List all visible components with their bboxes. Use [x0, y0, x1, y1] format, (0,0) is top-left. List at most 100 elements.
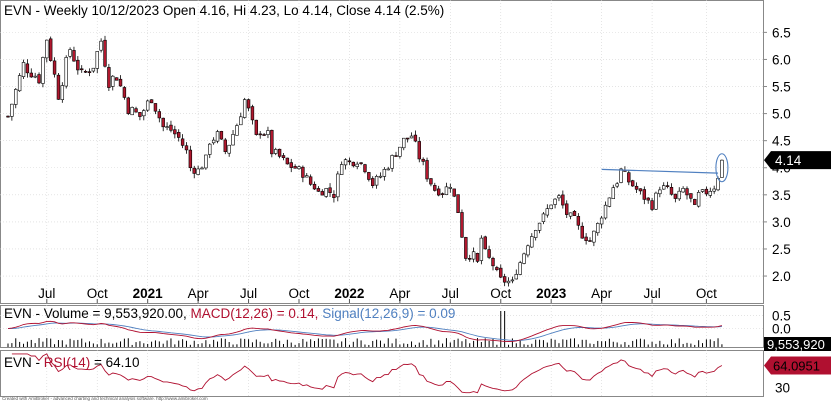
candle-body	[580, 225, 584, 239]
footer-credit: Created with AmiBroker - advanced charti…	[2, 396, 208, 401]
candle-body	[677, 190, 681, 200]
candle-body	[553, 198, 557, 205]
candle-body	[506, 280, 511, 284]
time-tick-label: Jul	[643, 286, 660, 301]
candle-body	[483, 236, 487, 250]
candle-body	[126, 97, 130, 114]
candle-body	[514, 273, 518, 280]
candle-body	[658, 189, 662, 195]
candle-body	[448, 186, 453, 189]
candle-body	[308, 176, 313, 185]
candle-body	[270, 129, 274, 155]
candle-body	[584, 236, 588, 241]
indicator-header-part: Signal(12,26,9) = 0.09	[322, 306, 455, 321]
candle-body	[332, 194, 336, 198]
candle-body	[572, 210, 577, 216]
indicator-tick-label: 0.0	[772, 322, 791, 337]
time-tick-label: Jul	[38, 286, 55, 301]
candle-body	[254, 119, 259, 135]
candle-body	[386, 168, 390, 171]
candle-body	[720, 159, 724, 178]
indicator-panel-header: EVN - Volume = 9,553,920.00, MACD(12,26)…	[4, 306, 455, 321]
candle-body	[215, 131, 220, 142]
candle-body	[398, 146, 402, 157]
candle-body	[471, 251, 476, 260]
rsi-panel-frame	[0, 350, 764, 397]
candle-body	[328, 187, 332, 193]
candle-body	[17, 75, 22, 92]
candle-body	[343, 159, 348, 166]
candle-body	[561, 194, 565, 206]
candle-body	[95, 51, 99, 69]
candle-body	[440, 193, 445, 195]
candle-body	[347, 160, 352, 163]
candle-body	[638, 188, 643, 192]
rsi-header-part: = 64.10	[90, 355, 139, 370]
candle-body	[177, 132, 181, 138]
time-tick-label: 2023	[536, 286, 567, 301]
time-tick-label: 2021	[133, 286, 164, 301]
time-tick-label: Apr	[188, 286, 210, 301]
candle-body	[293, 166, 297, 169]
candle-body	[184, 145, 189, 151]
candle-body	[669, 187, 674, 195]
candle-body	[142, 110, 146, 117]
candle-body	[107, 67, 111, 88]
candle-body	[72, 50, 76, 62]
candle-body	[180, 138, 185, 146]
candle-body	[145, 100, 150, 111]
candle-body	[708, 191, 712, 196]
candle-body	[242, 99, 247, 118]
candle-body	[650, 200, 654, 210]
candle-body	[468, 257, 472, 260]
time-tick-label: 2022	[334, 286, 364, 301]
rsi-header-part: RSI(14)	[44, 355, 91, 370]
candle-body	[83, 71, 88, 73]
candle-body	[495, 267, 499, 271]
time-tick-label: Oct	[696, 286, 717, 301]
candle-body	[37, 74, 41, 84]
candle-body	[161, 117, 165, 128]
price-panel-header: EVN - Weekly 10/12/2023 Open 4.16, Hi 4.…	[4, 3, 444, 18]
candle-body	[619, 168, 623, 183]
candle-body	[425, 160, 429, 180]
candle-body	[475, 253, 480, 262]
rsi-panel-header: EVN - RSI(14) = 64.10	[4, 355, 139, 370]
candle-body	[312, 183, 317, 190]
candle-body	[29, 72, 33, 78]
candle-body	[541, 213, 546, 222]
candle-body	[246, 99, 251, 109]
candle-body	[522, 253, 526, 264]
candle-body	[545, 208, 550, 216]
candle-body	[219, 131, 224, 140]
candle-body	[642, 189, 647, 200]
candle-body	[599, 217, 604, 225]
macd-line	[7, 320, 723, 342]
candle-body	[665, 185, 670, 187]
candle-body	[324, 188, 328, 197]
indicator-header-part: MACD(12,26) = 0.14,	[191, 306, 323, 321]
candle-body	[274, 149, 278, 154]
candle-body	[421, 158, 425, 162]
candle-body	[239, 116, 243, 126]
candle-body	[530, 236, 534, 248]
candle-body	[316, 188, 321, 192]
candle-body	[681, 188, 685, 193]
candle-body	[250, 106, 255, 121]
candle-body	[204, 154, 208, 169]
candle-body	[417, 141, 421, 160]
candle-body	[526, 245, 530, 256]
candle-body	[607, 197, 612, 207]
rsi-value-tag	[764, 356, 831, 375]
indicator-tick-label: 0.5	[772, 309, 791, 324]
candle-body	[363, 164, 367, 173]
rsi-line	[11, 353, 723, 394]
candle-body	[413, 134, 418, 142]
candle-body	[662, 185, 666, 190]
candle-body	[103, 39, 107, 67]
candle-body	[712, 188, 716, 192]
candle-body	[56, 74, 61, 100]
candle-body	[231, 134, 235, 146]
candle-body	[80, 68, 84, 71]
